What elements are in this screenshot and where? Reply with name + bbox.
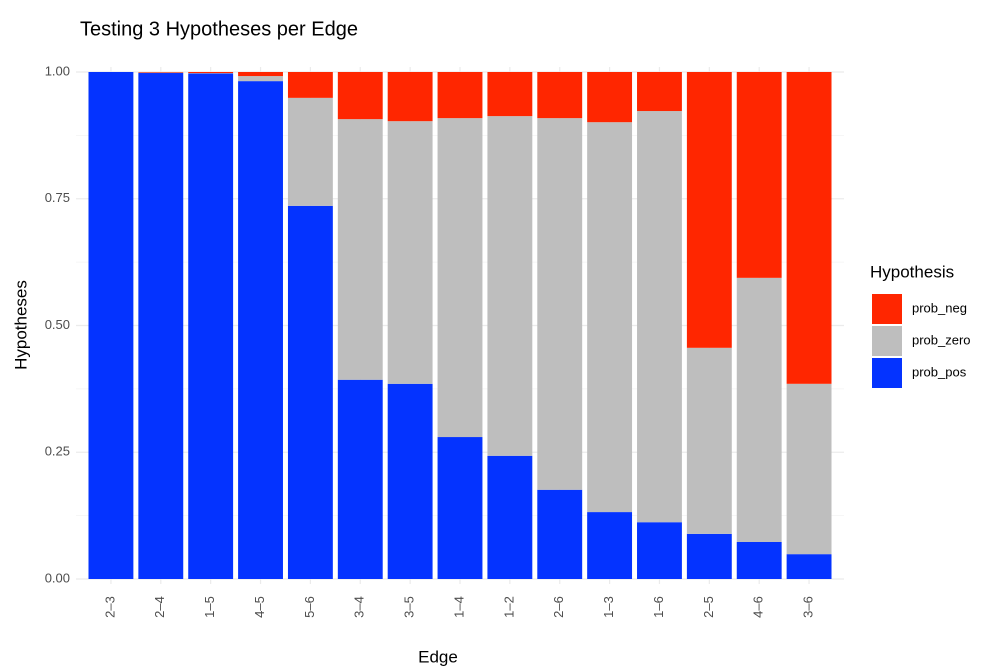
legend-key	[872, 326, 902, 356]
bar-segment	[138, 73, 184, 579]
bar-segment	[238, 81, 283, 579]
chart-title: Testing 3 Hypotheses per Edge	[80, 18, 358, 40]
bar-segment	[736, 277, 782, 542]
x-tick-label: 3–4	[352, 596, 367, 618]
legend-key	[872, 358, 902, 388]
bar-segment	[537, 118, 583, 490]
bar-segment	[337, 119, 383, 380]
bar-segment	[287, 72, 333, 98]
bar-segment	[337, 72, 383, 120]
bar-segment	[138, 72, 184, 73]
bar-segment	[487, 116, 533, 456]
y-tick-label: 0.25	[45, 444, 70, 459]
bar-segment	[337, 379, 383, 579]
bar-segment	[287, 97, 333, 206]
bar-segment	[487, 455, 533, 579]
legend-label: prob_zero	[912, 332, 971, 347]
x-tick-label: 4–6	[751, 596, 766, 618]
bar-segment	[188, 73, 234, 580]
bar-segment	[786, 72, 832, 384]
x-tick-label: 1–2	[501, 596, 516, 618]
x-tick-label: 5–6	[302, 596, 317, 618]
y-tick-label: 0.00	[45, 570, 70, 585]
bar-segment	[387, 121, 433, 384]
bar-segment	[786, 554, 832, 579]
bar-segment	[238, 76, 283, 82]
y-axis-label: Hypotheses	[11, 280, 30, 370]
legend-title: Hypothesis	[870, 262, 954, 281]
x-tick-label: 2–4	[152, 596, 167, 618]
bar-segment	[387, 383, 433, 579]
bar-segment	[686, 347, 732, 534]
bar-segment	[537, 489, 583, 579]
x-tick-label: 2–6	[551, 596, 566, 618]
legend-key	[872, 294, 902, 324]
bar-segment	[188, 73, 234, 74]
bar-segment	[287, 205, 333, 579]
bar-segment	[437, 72, 483, 119]
x-tick-label: 1–6	[651, 596, 666, 618]
bar-segment	[637, 522, 682, 579]
bar-segment	[437, 118, 483, 438]
legend-label: prob_pos	[912, 364, 967, 379]
x-tick-label: 4–5	[252, 596, 267, 618]
legend-label: prob_neg	[912, 300, 967, 315]
bar-segment	[736, 72, 782, 278]
bar-segment	[637, 111, 682, 523]
bar-segment	[736, 541, 782, 579]
bar-segment	[537, 72, 583, 119]
bar-segment	[786, 383, 832, 555]
y-tick-label: 1.00	[45, 63, 70, 78]
x-tick-label: 1–3	[601, 596, 616, 618]
bar-segment	[686, 533, 732, 579]
x-tick-label: 1–5	[202, 596, 217, 618]
bar-segment	[637, 72, 682, 112]
bar-segment	[88, 72, 134, 579]
x-tick-label: 3–5	[402, 596, 417, 618]
x-tick-label: 2–5	[701, 596, 716, 618]
bar-segment	[587, 72, 633, 123]
x-tick-label: 1–4	[451, 596, 466, 618]
x-tick-label: 2–3	[102, 596, 117, 618]
bar-segment	[138, 72, 184, 74]
bar-segment	[487, 72, 533, 117]
bar-segment	[437, 437, 483, 579]
bar-segment	[387, 72, 433, 122]
bar-segment	[587, 512, 633, 579]
x-axis-label: Edge	[418, 647, 458, 666]
y-tick-label: 0.75	[45, 190, 70, 205]
y-tick-label: 0.50	[45, 317, 70, 332]
bar-segment	[188, 72, 234, 74]
bar-segment	[238, 72, 283, 77]
x-tick-label: 3–6	[801, 596, 816, 618]
bar-segment	[587, 122, 633, 513]
bar-segment	[686, 72, 732, 348]
